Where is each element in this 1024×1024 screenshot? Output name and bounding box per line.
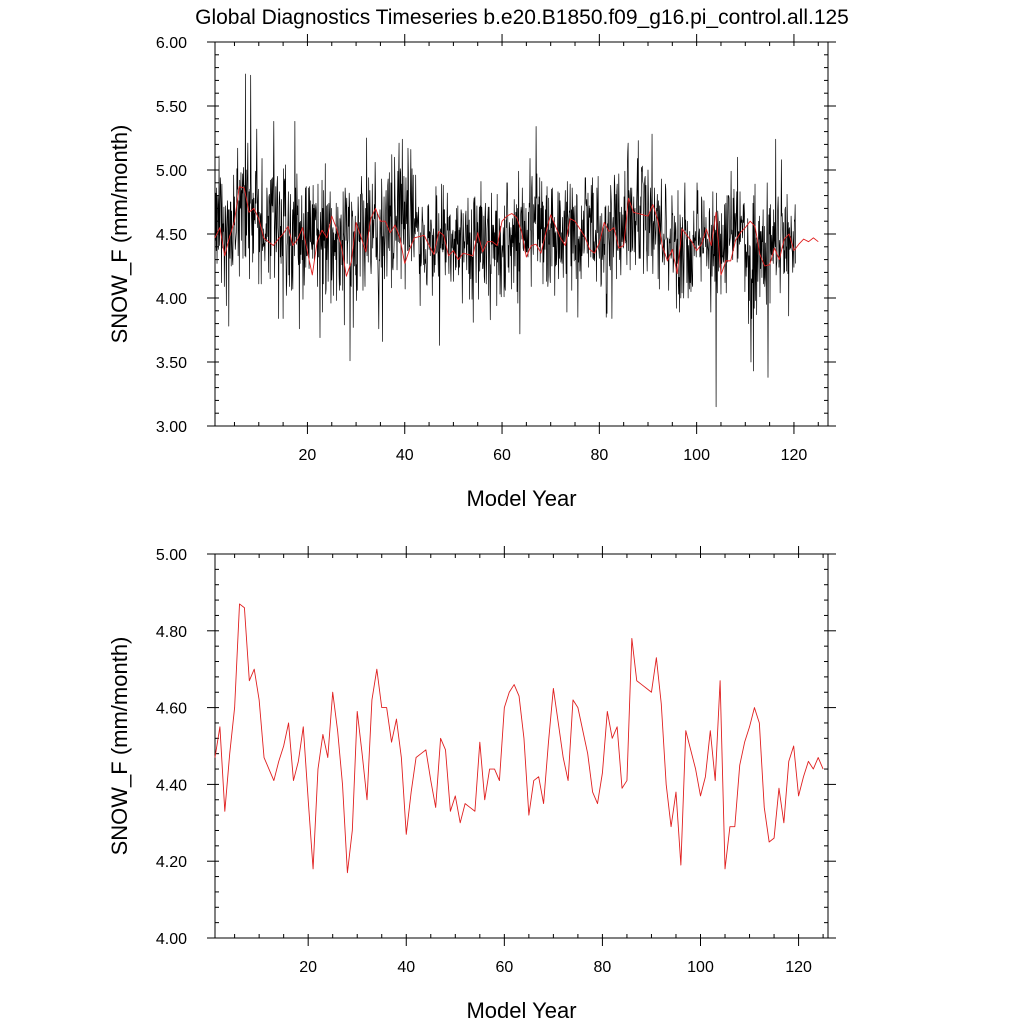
y-axis-label: SNOW_F (mm/month) (107, 637, 132, 856)
y-tick-label: 6.00 (156, 35, 187, 52)
x-tick-label: 60 (493, 447, 511, 464)
y-tick-label: 4.60 (156, 701, 187, 718)
x-tick-label: 60 (495, 959, 513, 976)
x-tick-label: 120 (785, 959, 812, 976)
y-axis-label: SNOW_F (mm/month) (107, 125, 132, 344)
plot-frame (214, 553, 829, 939)
series-line-0 (214, 603, 824, 874)
y-tick-label: 4.50 (156, 227, 187, 244)
y-tick-label: 3.50 (156, 355, 187, 372)
series-line-1 (214, 186, 819, 277)
x-axis-label: Model Year (466, 486, 576, 511)
y-tick-label: 4.00 (156, 931, 187, 948)
chart-panel-top: 3.00 3.50 4.00 4.50 5.00 5.50 6.00 20 40 60 80 100 1… (107, 34, 836, 511)
x-tick-label: 100 (683, 447, 710, 464)
chart-title: Global Diagnostics Timeseries b.e20.B185… (195, 6, 849, 29)
chart-panel-bottom: 4.00 4.20 4.40 4.60 4.80 5.00 20 40 60 80 100 120 Mo… (107, 546, 836, 1023)
x-tick-label: 80 (590, 447, 608, 464)
y-tick-label: 3.00 (156, 419, 187, 436)
x-axis-label: Model Year (466, 998, 576, 1023)
y-tick-label: 4.20 (156, 854, 187, 871)
x-tick-label: 40 (397, 959, 415, 976)
y-tick-label: 4.40 (156, 777, 187, 794)
y-tick-label: 4.00 (156, 291, 187, 308)
x-tick-label: 40 (396, 447, 414, 464)
x-tick-label: 120 (781, 447, 808, 464)
y-tick-label: 4.80 (156, 624, 187, 641)
x-tick-label: 100 (687, 959, 714, 976)
series-line-0 (214, 73, 796, 408)
x-tick-label: 80 (594, 959, 612, 976)
x-tick-label: 20 (299, 447, 317, 464)
y-tick-label: 5.00 (156, 163, 187, 180)
y-tick-label: 5.00 (156, 547, 187, 564)
y-tick-label: 5.50 (156, 99, 187, 116)
x-tick-label: 20 (299, 959, 317, 976)
